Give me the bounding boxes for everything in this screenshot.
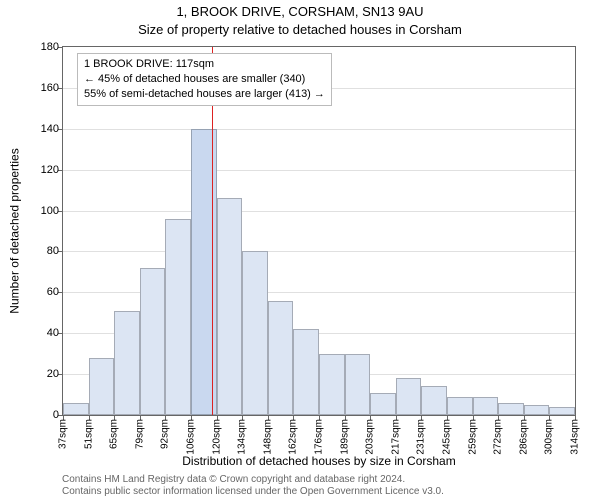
x-tick-label: 259sqm	[467, 419, 478, 455]
histogram-bar	[217, 198, 243, 415]
plot-area: 02040608010012014016018037sqm51sqm65sqm7…	[62, 46, 576, 416]
x-tick-label: 162sqm	[288, 419, 299, 455]
annotation-line-3: 55% of semi-detached houses are larger (…	[84, 87, 325, 102]
x-tick-label: 245sqm	[442, 419, 453, 455]
y-axis-label: Number of detached properties	[6, 46, 24, 416]
y-tick-label: 140	[41, 123, 59, 135]
annotation-line-1: 1 BROOK DRIVE: 117sqm	[84, 57, 325, 72]
y-tick-label: 100	[41, 205, 59, 217]
x-tick-label: 134sqm	[237, 419, 248, 455]
histogram-bar	[473, 397, 499, 415]
x-tick-label: 286sqm	[518, 419, 529, 455]
gridline	[63, 211, 575, 212]
histogram-bar	[447, 397, 473, 415]
histogram-bar	[89, 358, 115, 415]
histogram-bar	[421, 386, 447, 415]
y-tick-label: 160	[41, 82, 59, 94]
histogram-bar	[140, 268, 166, 415]
histogram-bar	[345, 354, 371, 415]
x-tick-label: 189sqm	[339, 419, 350, 455]
gridline	[63, 129, 575, 130]
y-tick-label: 180	[41, 41, 59, 53]
histogram-bar	[293, 329, 319, 415]
histogram-bar	[396, 378, 422, 415]
y-tick-label: 120	[41, 164, 59, 176]
x-tick-label: 148sqm	[262, 419, 273, 455]
x-tick-label: 272sqm	[493, 419, 504, 455]
x-tick-label: 92sqm	[160, 419, 171, 449]
gridline	[63, 170, 575, 171]
x-tick-label: 217sqm	[390, 419, 401, 455]
histogram-bar	[498, 403, 524, 415]
y-tick-label: 40	[47, 327, 59, 339]
histogram-bar	[370, 393, 396, 415]
histogram-bar	[114, 311, 140, 415]
chart-container: 1, BROOK DRIVE, CORSHAM, SN13 9AU Size o…	[0, 0, 600, 500]
annotation-box: 1 BROOK DRIVE: 117sqm ← 45% of detached …	[77, 53, 332, 106]
x-tick-label: 314sqm	[570, 419, 581, 455]
x-tick-label: 79sqm	[134, 419, 145, 449]
y-tick-label: 60	[47, 286, 59, 298]
histogram-bar	[549, 407, 575, 415]
histogram-bar	[268, 301, 294, 415]
y-tick-label: 20	[47, 368, 59, 380]
histogram-bar	[165, 219, 191, 415]
gridline	[63, 251, 575, 252]
x-tick-label: 300sqm	[544, 419, 555, 455]
x-tick-label: 65sqm	[109, 419, 120, 449]
x-tick-label: 203sqm	[365, 419, 376, 455]
histogram-bar	[524, 405, 550, 415]
x-tick-label: 37sqm	[58, 419, 69, 449]
histogram-bar	[242, 251, 268, 415]
chart-address-title: 1, BROOK DRIVE, CORSHAM, SN13 9AU	[0, 4, 600, 19]
x-tick-label: 106sqm	[186, 419, 197, 455]
x-tick-label: 231sqm	[416, 419, 427, 455]
y-tick-label: 80	[47, 245, 59, 257]
copyright-text: Contains HM Land Registry data © Crown c…	[62, 474, 576, 498]
chart-subtitle: Size of property relative to detached ho…	[0, 22, 600, 37]
histogram-bar	[63, 403, 89, 415]
x-tick-label: 176sqm	[314, 419, 325, 455]
x-axis-label: Distribution of detached houses by size …	[62, 454, 576, 468]
histogram-bar	[319, 354, 345, 415]
annotation-line-2: ← 45% of detached houses are smaller (34…	[84, 72, 325, 87]
x-tick-label: 51sqm	[83, 419, 94, 449]
x-tick-label: 120sqm	[211, 419, 222, 455]
